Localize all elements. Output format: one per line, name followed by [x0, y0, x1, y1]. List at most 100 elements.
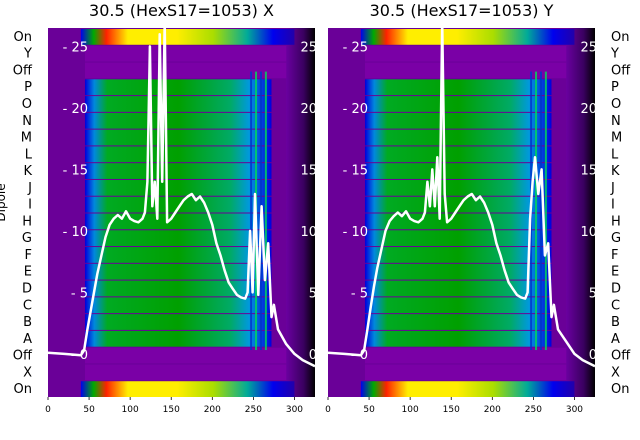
overlay-tick-label-right: 10: [580, 225, 597, 240]
x-tick-label: 0: [325, 405, 331, 415]
overlay-tick-label: - 20: [63, 102, 88, 117]
row-label: A: [611, 332, 620, 347]
heatmap-row-n-5: [84, 112, 272, 129]
heatmap-row-y-1: [84, 45, 287, 62]
heatmap-stripe: [544, 71, 547, 351]
overlay-tick-label: - 15: [343, 163, 368, 178]
heatmap-row-off-19: [364, 347, 567, 364]
heatmap-stripe: [535, 71, 538, 351]
row-label: Off: [13, 63, 33, 78]
row-label: H: [611, 214, 621, 229]
heatmap-row-y-1: [364, 45, 567, 62]
heatmap-row-x-20: [84, 364, 287, 381]
row-label: D: [611, 281, 621, 296]
heatmap-row-c-16: [364, 297, 552, 314]
heatmap-row-off-2: [84, 62, 287, 79]
heatmap-row-k-8: [364, 163, 552, 179]
row-label: X: [23, 365, 32, 380]
x-tick-label: 150: [443, 405, 460, 415]
heatmap-row-a-18: [84, 330, 272, 347]
row-label: M: [21, 131, 32, 146]
x-tick-label: 50: [83, 405, 95, 415]
heatmap-row-d-15: [364, 280, 552, 297]
heatmap-stripe: [250, 71, 253, 351]
overlay-line: [327, 20, 596, 368]
row-label: J: [27, 181, 32, 196]
row-label: J: [610, 181, 615, 196]
overlay-tick-label-right: 0: [589, 348, 597, 363]
row-label: P: [24, 80, 32, 95]
row-label: On: [611, 30, 629, 45]
row-label: B: [23, 315, 32, 330]
overlay-tick-label-right: 0: [309, 348, 317, 363]
row-label: N: [22, 114, 32, 129]
row-label: F: [25, 248, 32, 263]
row-label: Off: [13, 349, 33, 364]
heatmap-row-j-9: [364, 179, 552, 196]
overlay-tick-label: - 5: [71, 286, 88, 301]
row-label: On: [14, 382, 32, 397]
overlay-tick-label-right: 10: [300, 225, 317, 240]
overlay-tick-label-right: 15: [300, 163, 317, 178]
row-label: On: [14, 30, 32, 45]
heatmap-row-j-9: [84, 179, 272, 196]
row-label: L: [25, 147, 33, 162]
overlay-line: [47, 20, 316, 368]
overlay-tick-label: - 0: [351, 348, 368, 363]
row-label: B: [611, 315, 620, 330]
heatmap-row-off-19: [84, 347, 287, 364]
heatmap-row-e-14: [364, 263, 552, 280]
heatmap-row-a-18: [364, 330, 552, 347]
row-label: L: [611, 147, 619, 162]
overlay-tick-label-right: 20: [580, 102, 597, 117]
overlay-tick-label: - 25: [63, 40, 88, 55]
heatmap-row-c-16: [84, 297, 272, 314]
heatmap-edge-fade: [566, 28, 595, 397]
heatmap-row-on-0: [360, 29, 575, 45]
chart-title: 30.5 (HexS17=1053) X: [89, 1, 274, 20]
panel-y: - 0 0 - 5 5 - 10 10 - 15 15 - 20 20 - 25 25 30.5 (He…: [325, 1, 631, 415]
overlay-tick-label: - 10: [63, 225, 88, 240]
overlay-tick-label: - 15: [63, 163, 88, 178]
row-label: P: [611, 80, 619, 95]
heatmap-row-o-4: [84, 96, 272, 112]
heatmap-row-b-17: [84, 314, 272, 330]
row-label: E: [24, 265, 32, 280]
x-tick-label: 100: [402, 405, 419, 415]
x-tick-label: 200: [204, 405, 221, 415]
x-tick-label: 250: [525, 405, 542, 415]
heatmap-row-f-13: [84, 247, 272, 263]
heatmap-row-i-10: [84, 196, 272, 213]
row-label: Off: [611, 349, 631, 364]
heatmap-row-i-10: [364, 196, 552, 213]
x-tick-label: 0: [45, 405, 51, 415]
row-label: Y: [610, 47, 619, 62]
heatmap-row-on-0: [80, 29, 295, 45]
row-label: I: [28, 198, 32, 213]
x-tick-label: 150: [163, 405, 180, 415]
heatmap-row-e-14: [84, 263, 272, 280]
row-label: H: [22, 214, 32, 229]
heatmap-row-on-21: [80, 381, 295, 397]
overlay-tick-label: - 5: [351, 286, 368, 301]
x-tick-label: 250: [245, 405, 262, 415]
heatmap-stripe: [264, 71, 267, 351]
overlay-tick-label-right: 25: [300, 40, 317, 55]
row-label: K: [23, 164, 32, 179]
panel-x: - 0 0 - 5 5 - 10 10 - 15 15 - 20 20 - 25 25 30.5 (He…: [0, 1, 317, 415]
row-label: I: [611, 198, 615, 213]
overlay-tick-label-right: 5: [309, 286, 317, 301]
row-label: Off: [611, 63, 631, 78]
heatmap-row-k-8: [84, 163, 272, 179]
x-tick-label: 300: [566, 405, 583, 415]
heatmap-row-l-7: [84, 146, 272, 163]
heatmap-row-off-2: [364, 62, 567, 79]
heatmap-row-p-3: [84, 79, 272, 96]
overlay-tick-label: - 0: [71, 348, 88, 363]
row-label: K: [611, 164, 620, 179]
chart-title: 30.5 (HexS17=1053) Y: [370, 1, 554, 20]
heatmap-row-x-20: [364, 364, 567, 381]
x-tick-label: 100: [122, 405, 139, 415]
heatmap-row-d-15: [84, 280, 272, 297]
